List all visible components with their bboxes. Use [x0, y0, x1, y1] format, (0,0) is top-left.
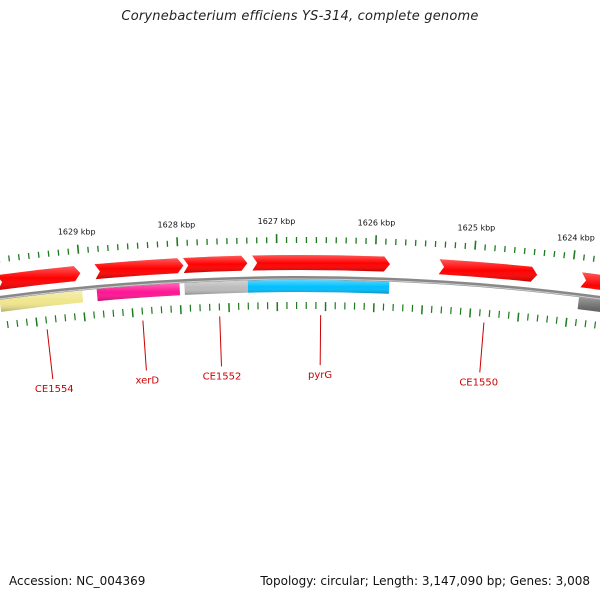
ruler-minor-tick: [27, 252, 30, 260]
inner-ruler-tick: [54, 315, 57, 323]
gene-feature-shading: [580, 272, 600, 290]
inner-ruler-tick: [517, 312, 520, 322]
ruler-minor-tick: [17, 254, 20, 261]
gene-label-leader: [219, 316, 222, 367]
backbone-layer: [0, 276, 600, 300]
ruler-minor-tick: [543, 249, 546, 257]
gene-label-leader: [142, 320, 147, 371]
ruler-minor-tick: [563, 252, 566, 259]
ruler-minor-tick: [67, 248, 70, 255]
inner-ruler-tick: [574, 318, 577, 327]
gene-feature-shading: [252, 255, 390, 272]
label-layer: CE1554 xerD CE1552 pyrG CE1550: [35, 315, 498, 395]
gene-feature-shading: [184, 280, 249, 295]
page-title: Corynebacterium efficiens YS-314, comple…: [121, 9, 479, 24]
genome-summary-text: Topology: circular; Length: 3,147,090 bp…: [260, 574, 590, 588]
ruler-minor-tick: [87, 246, 90, 253]
inner-ruler-tick: [546, 315, 549, 323]
inner-ruler-tick: [498, 310, 501, 318]
inner-ruler-tick: [469, 308, 472, 318]
accession-text: Accession: NC_004369: [9, 574, 146, 588]
ruler-minor-tick: [47, 250, 50, 257]
ruler-minor-tick: [592, 255, 595, 262]
inner-ruler-tick: [93, 311, 96, 319]
gene-feature-shading: [94, 258, 184, 280]
ruler-label: 1624 kbp: [557, 233, 595, 242]
genome-backbone-highlight: [0, 278, 600, 300]
gene-feature-shading: [0, 290, 84, 312]
ruler-label: 1627 kbp: [258, 217, 296, 226]
inner-ruler-tick: [73, 313, 76, 321]
ruler-minor-tick: [8, 255, 11, 262]
inner-ruler-tick: [488, 309, 491, 318]
genome-backbone: [0, 276, 600, 300]
ruler-minor-tick: [494, 245, 496, 252]
ruler-minor-tick: [57, 249, 60, 256]
ruler-minor-tick: [533, 248, 536, 255]
ruler-minor-tick: [553, 250, 556, 258]
ruler-major-tick: [76, 244, 80, 254]
ruler-minor-tick: [523, 247, 526, 255]
inner-ruler-tick: [555, 316, 558, 324]
inner-ruler-tick: [594, 321, 597, 329]
inner-ruler-tick: [459, 307, 462, 315]
ruler-label: 1629 kbp: [58, 228, 96, 237]
gene-label[interactable]: CE1552: [203, 371, 242, 382]
gene-label[interactable]: pyrG: [308, 370, 332, 381]
ruler-minor-tick: [504, 246, 506, 253]
inner-ruler-tick: [16, 319, 19, 327]
ruler-minor-tick: [37, 251, 40, 258]
ruler-label: 1625 kbp: [458, 224, 496, 233]
ruler-label: 1628 kbp: [158, 220, 196, 229]
inner-ruler-tick: [131, 308, 134, 318]
ruler-label: 1626 kbp: [358, 218, 396, 227]
ruler-minor-tick: [97, 245, 99, 252]
inner-ruler-tick: [526, 313, 529, 321]
inner-ruler-tick: [507, 311, 510, 319]
gene-feature-shading: [577, 297, 600, 313]
inner-ruler-tick: [83, 312, 86, 322]
gene-feature-shading: [183, 255, 248, 273]
gene-feature-shading: [96, 283, 181, 302]
inner-ruler-tick: [536, 314, 539, 322]
inner-ruler-tick: [478, 309, 481, 317]
gene-label-leader: [479, 322, 485, 373]
inner-ruler-tick: [45, 316, 48, 324]
ruler-major-tick: [572, 250, 576, 260]
gene-label[interactable]: xerD: [136, 375, 160, 386]
gene-label[interactable]: CE1550: [459, 377, 498, 388]
gene-layer: [0, 255, 600, 313]
inner-ruler-tick: [102, 310, 105, 318]
inner-ruler-tick: [564, 317, 568, 327]
ruler-minor-tick: [582, 254, 585, 261]
ruler-minor-tick: [513, 246, 516, 254]
ruler-major-tick: [474, 240, 477, 250]
inner-ruler-tick: [64, 314, 67, 322]
gene-feature-shading: [247, 280, 390, 294]
gene-label-leader: [46, 329, 54, 380]
inner-ruler-tick: [584, 320, 587, 328]
inner-ruler-tick: [122, 308, 124, 317]
inner-ruler-tick: [112, 309, 115, 317]
gene-label[interactable]: CE1554: [35, 384, 74, 395]
gene-feature-shading: [0, 266, 81, 290]
gene-feature-shading: [438, 259, 538, 282]
inner-ruler-tick: [35, 317, 38, 327]
inner-ruler-tick: [25, 318, 28, 326]
inner-ruler-tick: [6, 321, 9, 329]
